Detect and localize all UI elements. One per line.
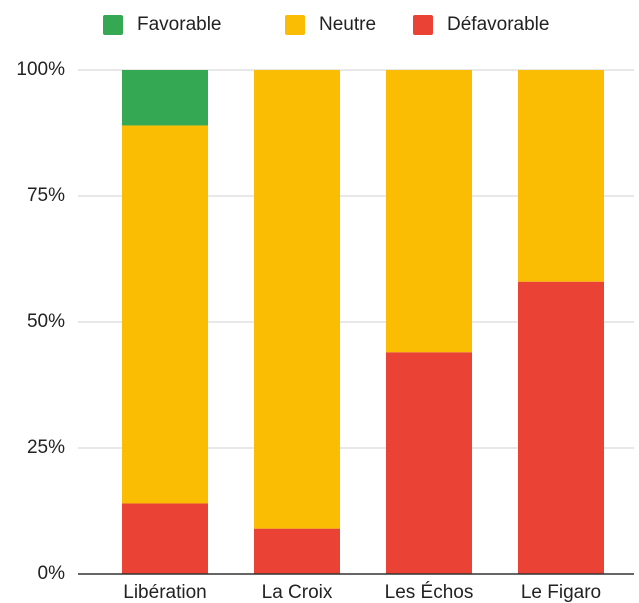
legend-label: Neutre — [319, 14, 376, 35]
y-tick-label: 25% — [27, 437, 65, 458]
x-tick-label: Les Échos — [385, 582, 474, 603]
legend-swatch — [413, 15, 433, 35]
y-tick-label: 0% — [38, 563, 66, 584]
y-tick-label: 75% — [27, 185, 65, 206]
bar-segment — [386, 70, 472, 353]
bar-segment — [254, 70, 340, 529]
x-tick-label: La Croix — [262, 582, 333, 603]
x-tick-label: Le Figaro — [521, 582, 601, 603]
y-tick-label: 50% — [27, 311, 65, 332]
y-tick-label: 100% — [16, 59, 65, 80]
bar-segment — [122, 125, 208, 504]
legend-swatch — [103, 15, 123, 35]
bar-segment — [122, 503, 208, 574]
bar-segment — [518, 281, 604, 574]
bar-segment — [122, 70, 208, 126]
legend-label: Défavorable — [447, 14, 549, 35]
bar-segment — [386, 352, 472, 574]
legend-label: Favorable — [137, 14, 222, 35]
legend-swatch — [285, 15, 305, 35]
x-tick-label: Libération — [123, 582, 206, 603]
bar-segment — [518, 70, 604, 282]
bar-segment — [254, 528, 340, 574]
